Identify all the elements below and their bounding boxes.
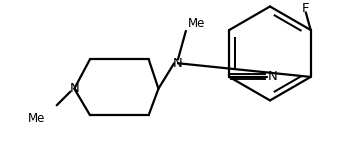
Text: Me: Me	[28, 112, 45, 124]
Text: Me: Me	[188, 17, 205, 30]
Text: N: N	[267, 70, 277, 83]
Text: F: F	[302, 2, 310, 15]
Text: N: N	[173, 57, 183, 70]
Text: N: N	[69, 82, 79, 95]
